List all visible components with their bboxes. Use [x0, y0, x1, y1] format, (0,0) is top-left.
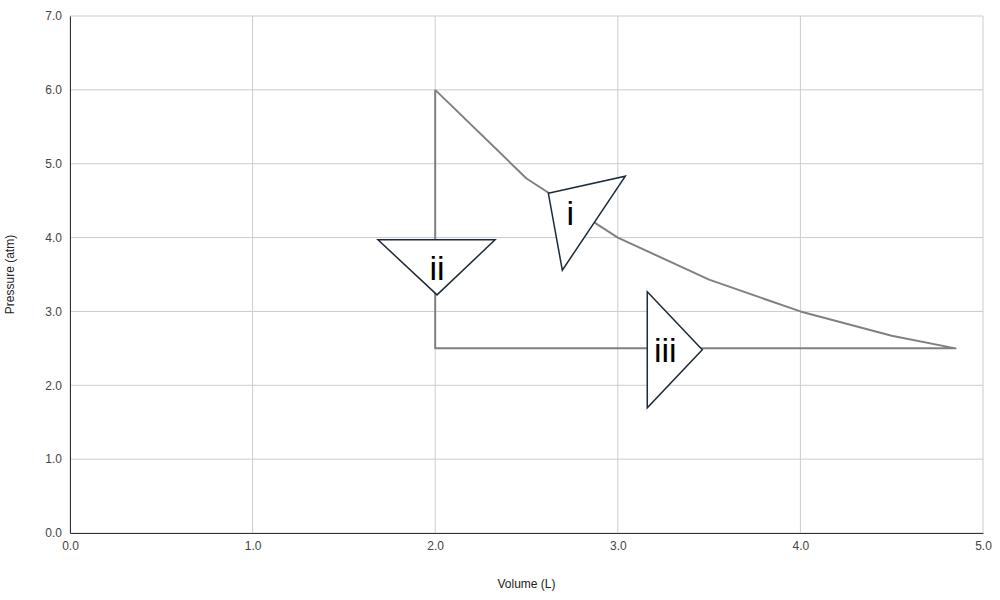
- y-tick: 6.0: [45, 83, 70, 97]
- grid-line-x: [252, 16, 253, 533]
- y-axis-line: [70, 17, 71, 534]
- x-tick-label: 1.0: [245, 539, 262, 553]
- x-axis-title: Volume (L): [497, 577, 555, 591]
- x-tick: 5.0: [975, 533, 992, 553]
- marks: [435, 90, 955, 349]
- y-tick-label: 7.0: [45, 9, 62, 23]
- grid-line-y: [70, 89, 983, 90]
- grid-line-y: [70, 533, 983, 534]
- y-tick: 2.0: [45, 379, 70, 393]
- y-tick-label: 4.0: [45, 231, 62, 245]
- grid-line-y: [70, 237, 983, 238]
- x-axis: 0.0 1.0 2.0 3.0 4.0 5.0: [62, 533, 992, 553]
- y-axis: 0.0 1.0 2.0 3.0 4.0 5.0 6.0 7.0: [45, 9, 70, 540]
- x-tick: 0.0: [62, 533, 79, 553]
- chart: 0.0 1.0 2.0 3.0 4.0 5.0 0.0 1.0 2.0 3.0 4.0 5.0 6.0 7…: [0, 0, 1000, 600]
- y-tick: 0.0: [45, 526, 70, 540]
- cycle-line: [435, 90, 955, 349]
- y-axis-title: Pressure (atm): [3, 235, 17, 314]
- x-tick: 3.0: [610, 533, 627, 553]
- grid-line-y: [70, 163, 983, 164]
- grid-line-y: [70, 311, 983, 312]
- grid: [70, 16, 983, 533]
- y-tick: 5.0: [45, 157, 70, 171]
- x-tick-label: 2.0: [427, 539, 444, 553]
- annotations: iiiiii: [378, 176, 702, 408]
- grid-line-y: [70, 385, 983, 386]
- y-tick-label: 0.0: [45, 526, 62, 540]
- y-tick-label: 3.0: [45, 305, 62, 319]
- annotation: i: [548, 176, 625, 270]
- annotation-label: iii: [654, 331, 677, 369]
- plot: 0.0 1.0 2.0 3.0 4.0 5.0 0.0 1.0 2.0 3.0 4.0 5.0 6.0 7…: [45, 9, 992, 552]
- annotation-label: ii: [429, 249, 444, 287]
- annotation-arrow: [548, 176, 625, 270]
- x-tick-label: 0.0: [62, 539, 79, 553]
- grid-line-y: [70, 459, 983, 460]
- grid-line-x: [800, 16, 801, 533]
- y-tick-label: 2.0: [45, 379, 62, 393]
- grid-line-x: [70, 16, 71, 533]
- y-tick: 1.0: [45, 452, 70, 466]
- y-tick: 4.0: [45, 231, 70, 245]
- x-tick-label: 3.0: [610, 539, 627, 553]
- x-axis-line: [71, 533, 984, 534]
- annotation: iii: [647, 292, 702, 408]
- y-tick-label: 1.0: [45, 452, 62, 466]
- grid-line-x: [983, 16, 984, 533]
- x-tick-label: 5.0: [975, 539, 992, 553]
- x-tick: 2.0: [427, 533, 444, 553]
- x-tick-label: 4.0: [793, 539, 810, 553]
- y-tick-label: 5.0: [45, 157, 62, 171]
- annotation-label: i: [567, 194, 575, 232]
- annotation: ii: [378, 240, 495, 295]
- y-tick-label: 6.0: [45, 83, 62, 97]
- y-tick: 7.0: [45, 9, 70, 23]
- x-tick: 4.0: [793, 533, 810, 553]
- y-tick: 3.0: [45, 305, 70, 319]
- annotation-arrow: [647, 292, 702, 408]
- grid-line-x: [617, 16, 618, 533]
- grid-line-y: [70, 16, 983, 17]
- annotation-arrow: [378, 240, 495, 295]
- x-tick: 1.0: [245, 533, 262, 553]
